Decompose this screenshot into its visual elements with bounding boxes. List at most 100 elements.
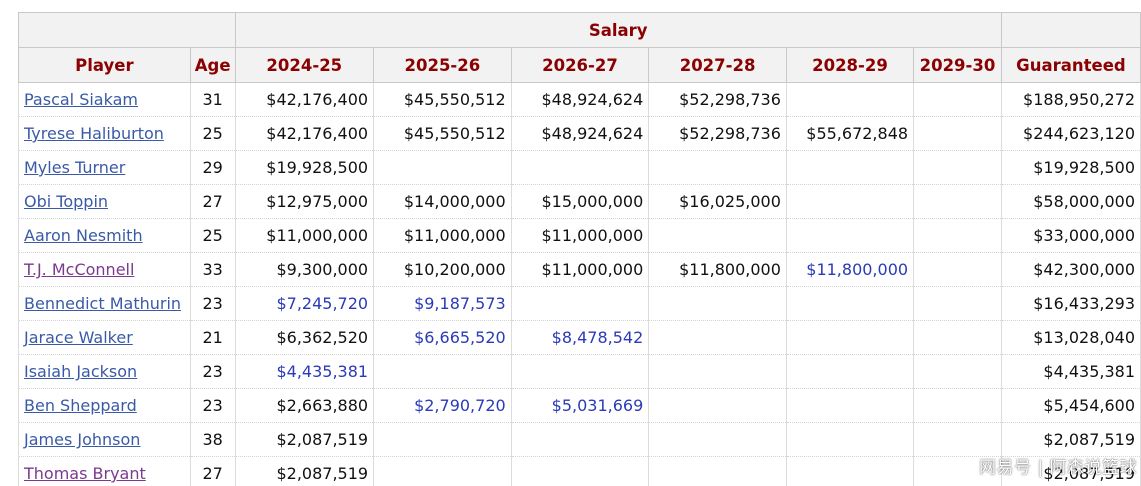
player-cell: Jarace Walker: [18, 320, 191, 355]
salary-cell-s2930: [913, 82, 1002, 117]
salary-cell-s2526: $11,000,000: [373, 218, 512, 253]
salary-cell-s2728: [648, 218, 787, 253]
salary-value: $9,187,573: [414, 294, 506, 313]
salary-cell-s2627: [510, 422, 650, 457]
salary-cell-s2425: $7,245,720: [234, 286, 375, 321]
player-link[interactable]: Pascal Siakam: [24, 90, 138, 109]
player-link[interactable]: Tyrese Haliburton: [24, 124, 164, 143]
guaranteed-cell: $4,435,381: [1000, 354, 1141, 389]
salary-cell-s2930: [913, 388, 1002, 423]
column-header-guaranteed[interactable]: Guaranteed: [1000, 47, 1141, 83]
salary-cell-s2930: [913, 218, 1002, 253]
salary-value: $6,665,520: [414, 328, 506, 347]
salary-value: $2,790,720: [414, 396, 506, 415]
salary-cell-s2627: [510, 150, 650, 185]
salary-cell-s2930: [913, 286, 1002, 321]
guaranteed-cell: $19,928,500: [1000, 150, 1141, 185]
table-row: Ben Sheppard 23 $2,663,880 $2,790,720 $5,031…: [18, 388, 1141, 423]
guaranteed-cell: $33,000,000: [1000, 218, 1141, 253]
salary-cell-s2930: [913, 150, 1002, 185]
player-cell: Obi Toppin: [18, 184, 191, 219]
salary-cell-s2526: [373, 354, 512, 389]
salary-cell-s2526: [373, 150, 512, 185]
table-row: Thomas Bryant 27 $2,087,519 $2,087,519: [18, 456, 1141, 486]
column-header-2026-27[interactable]: 2026-27: [510, 47, 650, 83]
table-row: Tyrese Haliburton 25 $42,176,400 $45,550,51…: [18, 116, 1141, 151]
player-link[interactable]: Bennedict Mathurin: [24, 294, 182, 313]
player-link[interactable]: Ben Sheppard: [24, 396, 137, 415]
salary-cell-s2728: [648, 320, 787, 355]
guaranteed-cell: $188,950,272: [1000, 82, 1141, 117]
player-link[interactable]: Thomas Bryant: [24, 464, 146, 483]
salary-value: $15,000,000: [541, 192, 644, 211]
player-link[interactable]: Aaron Nesmith: [24, 226, 143, 245]
salary-cell-s2526: $45,550,512: [373, 116, 512, 151]
guaranteed-cell: $5,454,600: [1000, 388, 1141, 423]
contracts-table-container: Salary Player Age 2024-25 2025-26 2026-27 202…: [18, 12, 1141, 486]
salary-cell-s2425: $42,176,400: [234, 116, 375, 151]
guaranteed-cell: $42,300,000: [1000, 252, 1141, 287]
salary-value: $2,087,519: [276, 464, 369, 483]
player-cell: Pascal Siakam: [18, 82, 191, 117]
column-header-age[interactable]: Age: [189, 47, 236, 83]
column-header-2025-26[interactable]: 2025-26: [373, 47, 512, 83]
player-link[interactable]: Jarace Walker: [24, 328, 133, 347]
salary-cell-s2930: [913, 252, 1002, 287]
table-row: Aaron Nesmith 25 $11,000,000 $11,000,000 $11…: [18, 218, 1141, 253]
salary-value: $5,031,669: [551, 396, 644, 415]
salary-cell-s2526: [373, 422, 512, 457]
salary-cell-s2930: [913, 320, 1002, 355]
salary-value: $4,435,381: [276, 362, 369, 381]
salary-cell-s2425: $2,087,519: [234, 422, 375, 457]
salary-value: $11,000,000: [266, 226, 369, 245]
player-cell: Aaron Nesmith: [18, 218, 191, 253]
player-link[interactable]: Isaiah Jackson: [24, 362, 138, 381]
salary-cell-s2829: [785, 150, 915, 185]
player-link[interactable]: T.J. McConnell: [24, 260, 135, 279]
salary-value: $11,000,000: [541, 260, 644, 279]
age-cell: 23: [189, 286, 236, 321]
column-header-2027-28[interactable]: 2027-28: [648, 47, 787, 83]
salary-cell-s2425: $2,087,519: [234, 456, 375, 486]
guaranteed-cell: $2,087,519: [1000, 456, 1141, 486]
age-cell: 29: [189, 150, 236, 185]
salary-cell-s2627: $5,031,669: [510, 388, 650, 423]
column-header-2029-30[interactable]: 2029-30: [913, 47, 1002, 83]
salary-cell-s2526: $45,550,512: [373, 82, 512, 117]
salary-cell-s2627: $15,000,000: [510, 184, 650, 219]
salary-group-header: Salary: [234, 12, 1002, 48]
age-cell: 38: [189, 422, 236, 457]
salary-cell-s2425: $42,176,400: [234, 82, 375, 117]
guaranteed-cell: $58,000,000: [1000, 184, 1141, 219]
salary-cell-s2425: $9,300,000: [234, 252, 375, 287]
salary-value: $11,000,000: [541, 226, 644, 245]
age-cell: 27: [189, 184, 236, 219]
salary-value: $11,800,000: [679, 260, 781, 279]
salary-cell-s2829: [785, 82, 915, 117]
column-header-2024-25[interactable]: 2024-25: [234, 47, 375, 83]
salary-cell-s2829: [785, 456, 915, 486]
salary-cell-s2425: $6,362,520: [234, 320, 375, 355]
column-header-2028-29[interactable]: 2028-29: [785, 47, 915, 83]
table-row: James Johnson 38 $2,087,519 $2,087,519: [18, 422, 1141, 457]
salary-value: $42,176,400: [266, 124, 369, 143]
player-link[interactable]: James Johnson: [24, 430, 141, 449]
salary-value: $14,000,000: [403, 192, 506, 211]
column-header-player[interactable]: Player: [18, 47, 191, 83]
salary-cell-s2526: $14,000,000: [373, 184, 512, 219]
player-cell: T.J. McConnell: [18, 252, 191, 287]
salary-cell-s2829: [785, 388, 915, 423]
salary-cell-s2829: [785, 184, 915, 219]
salary-cell-s2829: [785, 354, 915, 389]
salary-cell-s2425: $4,435,381: [234, 354, 375, 389]
salary-value: $6,362,520: [276, 328, 369, 347]
salary-cell-s2829: $11,800,000: [785, 252, 915, 287]
player-link[interactable]: Obi Toppin: [24, 192, 109, 211]
salary-cell-s2728: $16,025,000: [648, 184, 787, 219]
player-cell: Isaiah Jackson: [18, 354, 191, 389]
player-cell: James Johnson: [18, 422, 191, 457]
group-header-blank: [18, 12, 236, 48]
player-link[interactable]: Myles Turner: [24, 158, 126, 177]
salary-value: $52,298,736: [679, 90, 781, 109]
group-header-blank-right: [1000, 12, 1141, 48]
